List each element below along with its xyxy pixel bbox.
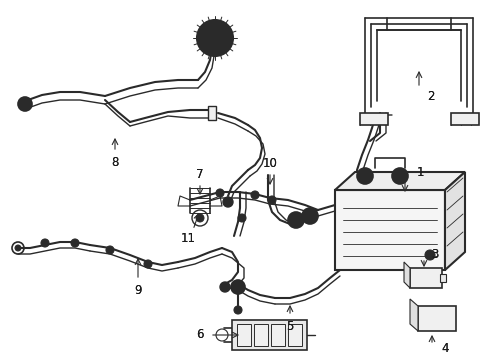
Text: 8: 8 xyxy=(111,156,119,168)
Circle shape xyxy=(230,280,244,294)
Circle shape xyxy=(238,214,245,222)
Text: 4: 4 xyxy=(440,342,448,355)
Circle shape xyxy=(22,101,28,107)
Bar xyxy=(439,274,445,282)
Polygon shape xyxy=(444,172,464,270)
Text: 1: 1 xyxy=(415,166,423,179)
Text: 2: 2 xyxy=(427,90,434,103)
Circle shape xyxy=(15,245,21,251)
Text: 9: 9 xyxy=(134,284,142,297)
Bar xyxy=(231,320,306,350)
Circle shape xyxy=(223,197,232,207)
Text: 11: 11 xyxy=(180,231,195,244)
Circle shape xyxy=(391,168,407,184)
Polygon shape xyxy=(334,172,464,190)
Bar xyxy=(409,268,441,288)
Bar xyxy=(287,324,302,346)
Text: 11: 11 xyxy=(180,231,195,244)
Circle shape xyxy=(208,32,221,44)
Text: 8: 8 xyxy=(111,156,119,168)
Text: 6: 6 xyxy=(196,328,203,342)
Circle shape xyxy=(196,214,203,222)
Circle shape xyxy=(143,260,152,268)
Text: 10: 10 xyxy=(262,157,277,170)
Circle shape xyxy=(250,191,259,199)
Text: 2: 2 xyxy=(427,90,434,103)
Bar xyxy=(334,190,444,270)
Circle shape xyxy=(41,239,49,247)
Text: 1: 1 xyxy=(415,166,423,179)
Circle shape xyxy=(302,208,317,224)
Bar xyxy=(417,306,455,331)
Circle shape xyxy=(395,172,403,180)
Circle shape xyxy=(360,172,368,180)
Bar xyxy=(237,324,250,346)
Circle shape xyxy=(291,216,299,224)
Text: 4: 4 xyxy=(440,342,448,355)
Text: 5: 5 xyxy=(286,320,293,333)
Text: 9: 9 xyxy=(134,284,142,297)
Circle shape xyxy=(287,212,304,228)
Text: 5: 5 xyxy=(286,320,293,333)
Text: 3: 3 xyxy=(430,248,438,261)
Bar xyxy=(450,113,478,125)
Bar xyxy=(253,324,267,346)
Circle shape xyxy=(234,306,242,314)
Circle shape xyxy=(18,97,32,111)
Circle shape xyxy=(267,196,275,204)
Circle shape xyxy=(216,189,224,197)
Text: 7: 7 xyxy=(196,167,203,180)
Polygon shape xyxy=(409,299,417,331)
Text: 7: 7 xyxy=(196,167,203,180)
Bar xyxy=(359,113,387,125)
Text: 6: 6 xyxy=(196,328,203,342)
Polygon shape xyxy=(403,262,409,288)
Circle shape xyxy=(71,239,79,247)
Circle shape xyxy=(305,212,313,220)
Text: 3: 3 xyxy=(430,248,438,261)
Text: 10: 10 xyxy=(262,157,277,170)
Circle shape xyxy=(356,168,372,184)
Bar xyxy=(207,106,216,120)
Circle shape xyxy=(203,26,226,50)
Circle shape xyxy=(197,20,232,56)
Circle shape xyxy=(424,250,434,260)
Circle shape xyxy=(106,246,114,254)
Circle shape xyxy=(220,282,229,292)
Bar xyxy=(270,324,285,346)
